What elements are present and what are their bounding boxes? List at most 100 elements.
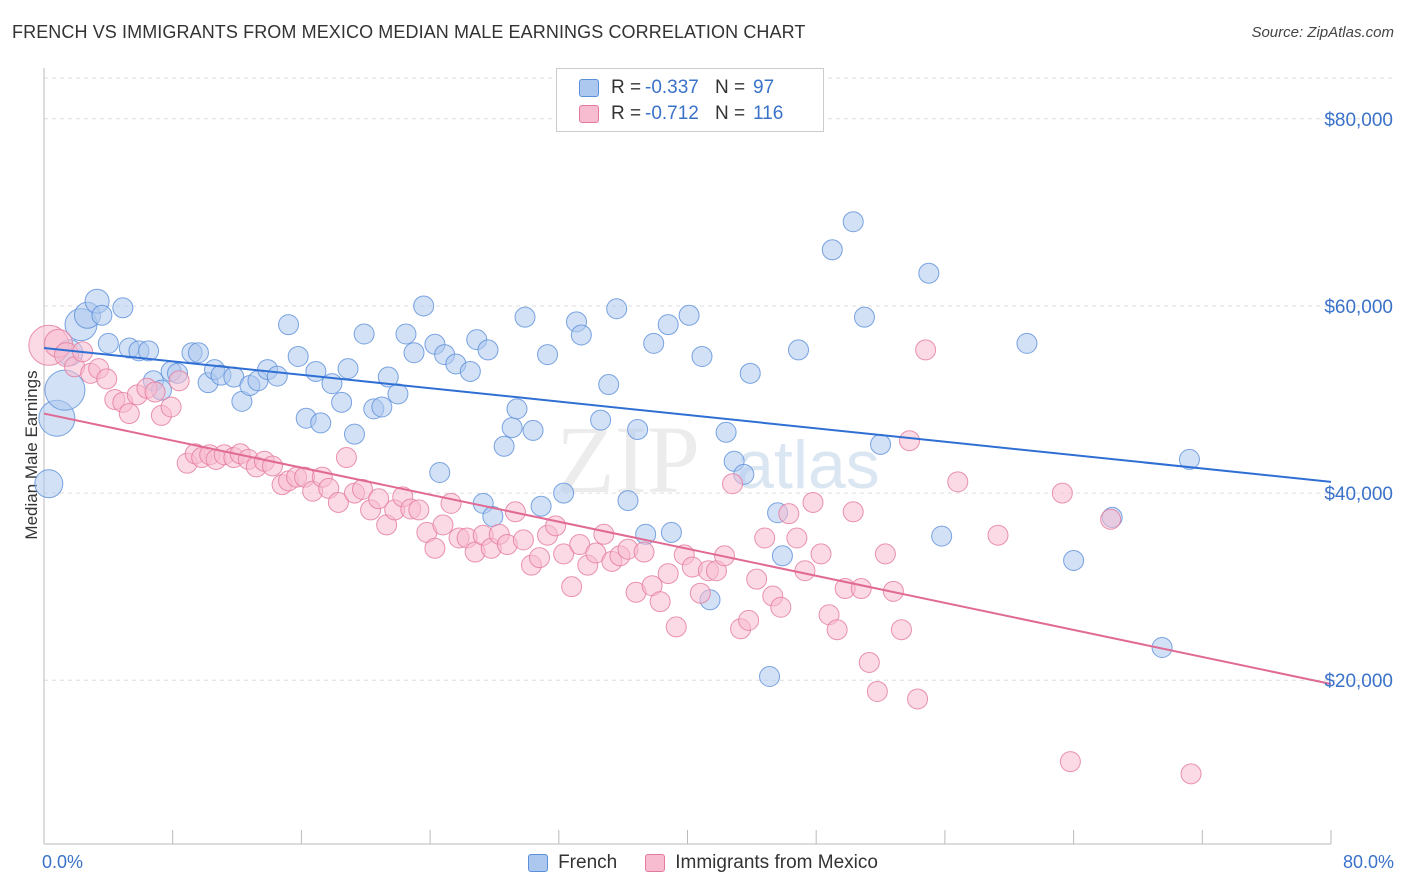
mexico-point <box>1180 763 1202 785</box>
mexico-point <box>810 543 832 565</box>
french-point <box>459 360 481 382</box>
mexico-point <box>899 430 921 452</box>
mexico-point <box>561 576 583 598</box>
correlation-legend: R = -0.337 N = 97 R = -0.712 N = 116 <box>556 68 824 132</box>
french-point <box>771 545 793 567</box>
source-note: Source: ZipAtlas.com <box>1251 24 1394 41</box>
french-point <box>506 398 528 420</box>
mexico-point <box>1100 508 1122 530</box>
mexico-point <box>987 524 1009 546</box>
french-point <box>91 304 113 326</box>
french-point <box>331 391 353 413</box>
french-point <box>1178 448 1200 470</box>
legend-swatch-mexico <box>579 105 599 123</box>
y-tick-label: $40,000 <box>1324 484 1393 505</box>
french-point <box>138 340 160 362</box>
mexico-point <box>649 591 671 613</box>
legend-n-label: N = <box>715 103 746 124</box>
french-point <box>931 525 953 547</box>
series-legend-label: French <box>558 852 618 873</box>
french-point <box>842 211 864 233</box>
french-point <box>522 419 544 441</box>
mexico-point <box>528 547 550 569</box>
mexico-point <box>96 368 118 390</box>
y-tick-label: $60,000 <box>1324 297 1393 318</box>
legend-r-value: -0.712 <box>645 103 699 124</box>
french-point <box>97 332 119 354</box>
legend-r-label: R = <box>611 77 642 98</box>
french-point <box>310 412 332 434</box>
french-point <box>530 495 552 517</box>
mexico-point <box>440 492 462 514</box>
mexico-point <box>168 370 190 392</box>
french-point <box>34 469 64 499</box>
mexico-point <box>907 688 929 710</box>
legend-n-value: 97 <box>753 77 775 98</box>
mexico-point <box>858 651 880 673</box>
french-point <box>477 339 499 361</box>
french-point <box>112 297 134 319</box>
french-point <box>266 365 288 387</box>
watermark-atlas: atlas <box>736 427 880 503</box>
mexico-point <box>408 499 430 521</box>
series-swatch-mexico <box>645 854 666 872</box>
mexico-point <box>335 447 357 469</box>
french-point <box>570 324 592 346</box>
mexico-point <box>890 619 912 641</box>
french-point <box>627 418 649 440</box>
mexico-point <box>826 619 848 641</box>
legend-swatch-french <box>579 79 599 97</box>
mexico-point <box>1059 751 1081 773</box>
french-point <box>337 358 359 380</box>
series-legend-mexico: Immigrants from Mexico <box>645 852 878 874</box>
mexico-point <box>327 491 349 513</box>
series-legend-french: French <box>528 852 617 874</box>
mexico-point <box>368 488 390 510</box>
y-tick-labels: $20,000 $40,000 $60,000 $80,000 <box>1324 110 1393 692</box>
series-swatch-french <box>528 854 549 872</box>
french-point <box>691 345 713 367</box>
mexico-point <box>786 527 808 549</box>
french-point <box>870 433 892 455</box>
french-point <box>371 396 393 418</box>
mexico-point <box>352 478 374 500</box>
legend-r-value: -0.337 <box>645 77 699 98</box>
mexico-trend-line <box>43 412 1332 685</box>
mexico-point <box>553 543 575 565</box>
french-point <box>606 298 628 320</box>
mexico-point <box>424 537 446 559</box>
french-point <box>739 362 761 384</box>
trend-lines <box>43 347 1332 685</box>
legend-n-label: N = <box>715 77 746 98</box>
mexico-point <box>754 527 776 549</box>
series-legend: French Immigrants from Mexico <box>0 852 1406 874</box>
legend-n-value: 116 <box>753 103 784 124</box>
mexico-point <box>874 543 896 565</box>
french-trend-line <box>43 347 1332 483</box>
mexico-point <box>778 503 800 525</box>
french-point <box>287 345 309 367</box>
mexico-point <box>802 491 824 513</box>
mexico-point <box>850 578 872 600</box>
mexico-point <box>866 680 888 702</box>
french-point <box>657 314 679 336</box>
mexico-point <box>512 529 534 551</box>
mexico-point <box>770 596 792 618</box>
mexico-point <box>144 381 166 403</box>
mexico-point <box>593 523 615 545</box>
chart-title: FRENCH VS IMMIGRANTS FROM MEXICO MEDIAN … <box>12 22 806 42</box>
legend-row-mexico: R = -0.712 N = 116 <box>579 102 783 126</box>
x-tick-label-max: 80.0% <box>1342 852 1394 872</box>
mexico-point <box>746 568 768 590</box>
series-mexico-points <box>28 324 1202 785</box>
axes <box>43 68 1332 845</box>
french-point <box>678 304 700 326</box>
french-point <box>403 342 425 364</box>
legend-r-label: R = <box>611 103 642 124</box>
french-point <box>343 423 365 445</box>
french-point <box>590 409 612 431</box>
french-point <box>278 314 300 336</box>
mexico-point <box>689 582 711 604</box>
mexico-point <box>722 473 744 495</box>
